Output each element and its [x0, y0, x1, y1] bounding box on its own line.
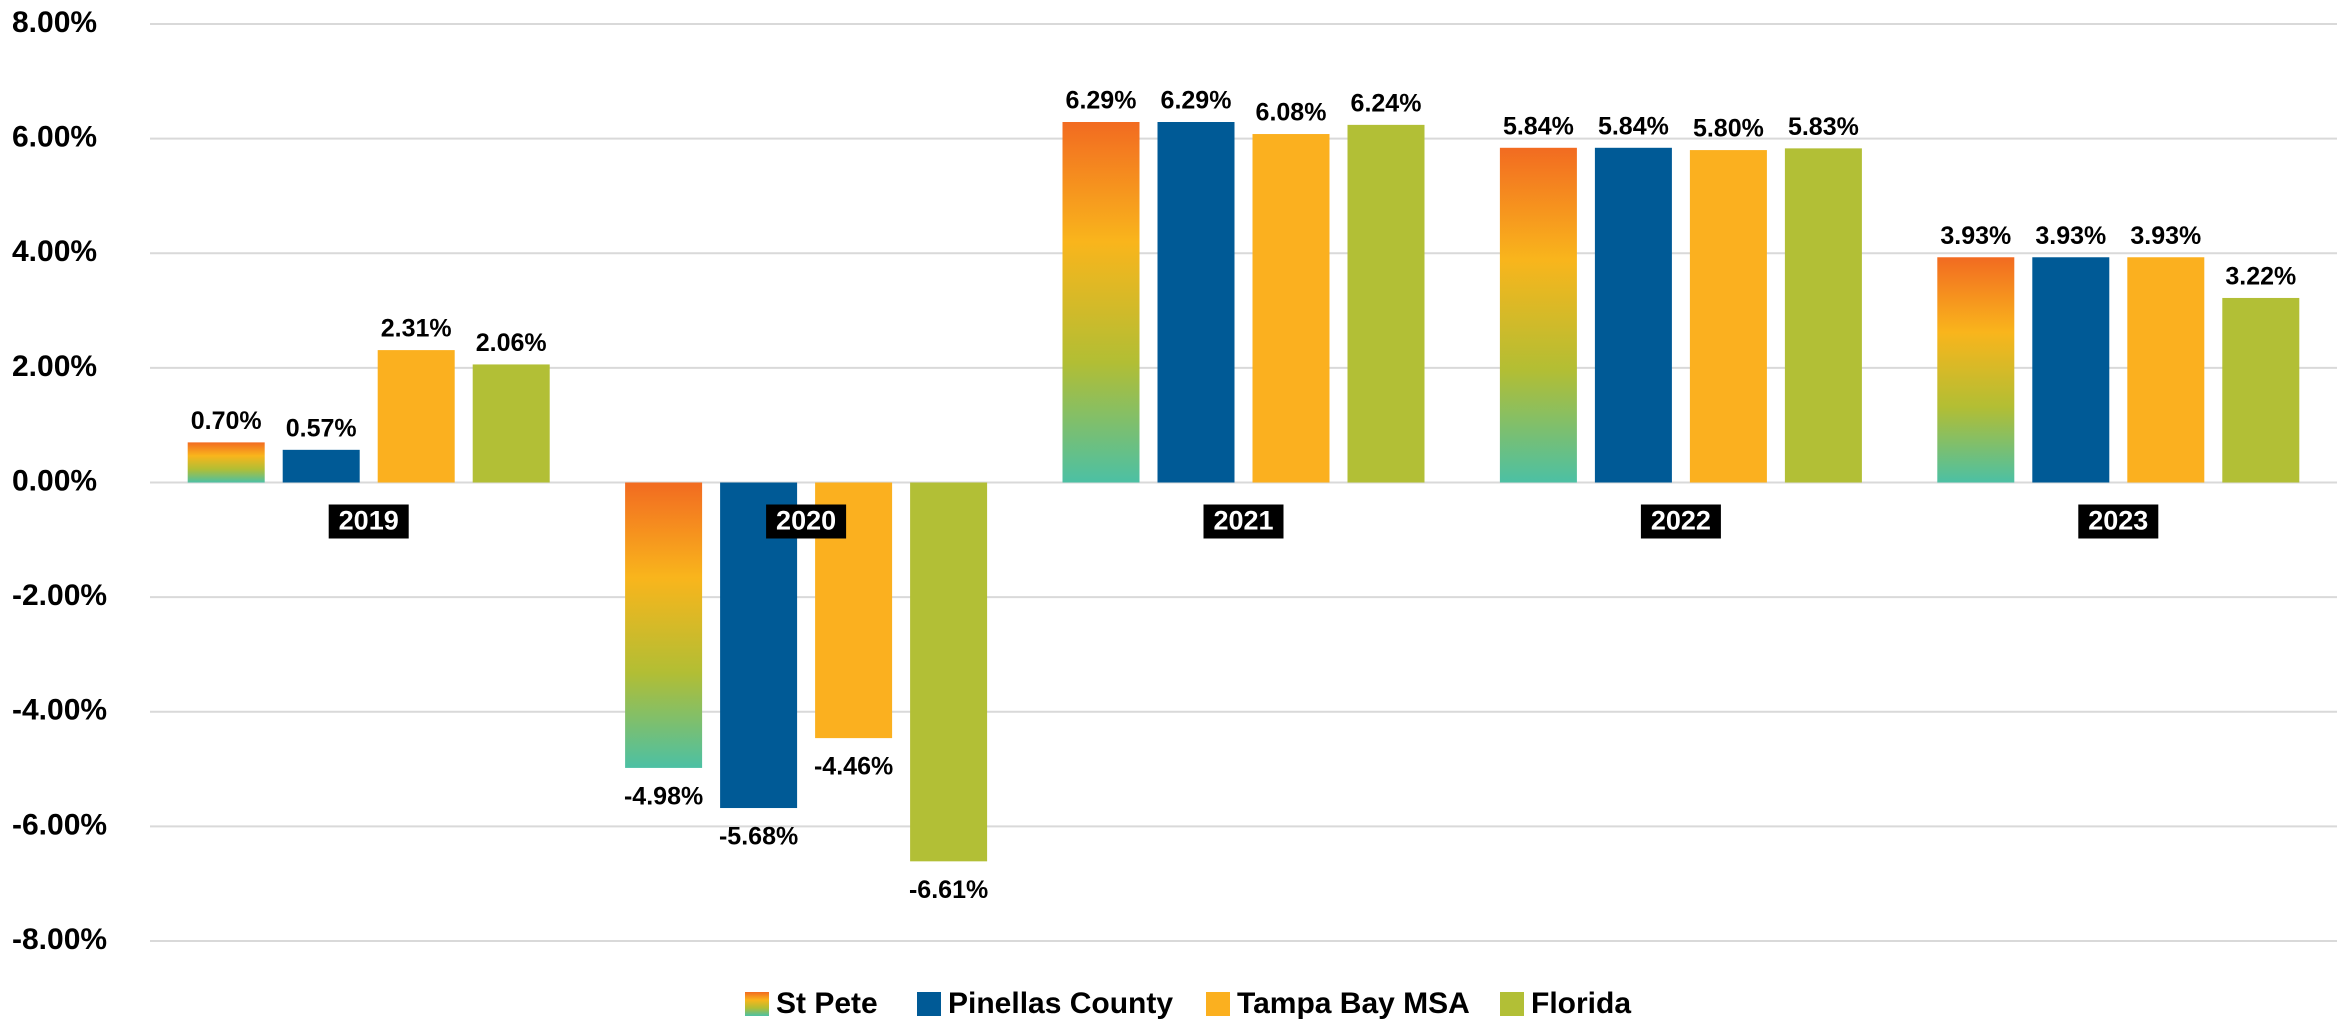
- bar: [910, 482, 988, 862]
- y-tick-label: 2.00%: [12, 350, 97, 383]
- bar: [2222, 297, 2300, 483]
- y-tick-label: 0.00%: [12, 464, 97, 497]
- y-tick-label: -8.00%: [12, 923, 107, 956]
- category-label-bg: [2078, 504, 2159, 539]
- legend-swatch: [745, 992, 769, 1016]
- x-tick-label: 2020: [776, 506, 836, 536]
- x-tick-label: 2021: [1213, 506, 1273, 536]
- value-label: 5.84%: [1598, 112, 1669, 140]
- value-label: -5.68%: [719, 823, 798, 851]
- bar: [2127, 257, 2205, 483]
- bar: [2032, 257, 2110, 483]
- value-label: 0.70%: [191, 407, 262, 435]
- bar: [1252, 134, 1330, 483]
- bar: [1784, 148, 1862, 483]
- bar: [1594, 147, 1672, 483]
- value-label: 3.93%: [2035, 222, 2106, 250]
- value-label: 0.57%: [286, 414, 357, 442]
- value-label: 2.06%: [476, 329, 547, 357]
- y-tick-label: -4.00%: [12, 694, 107, 727]
- y-tick-label: -2.00%: [12, 579, 107, 612]
- value-label: 3.93%: [2130, 222, 2201, 250]
- value-label: 5.80%: [1693, 115, 1764, 143]
- legend-label: Tampa Bay MSA: [1237, 987, 1470, 1020]
- bar: [1062, 122, 1140, 483]
- bar: [1157, 122, 1235, 483]
- value-label: 6.29%: [1066, 87, 1137, 115]
- category-label-bg: [328, 504, 409, 539]
- value-label: 6.29%: [1161, 87, 1232, 115]
- value-label: -4.46%: [814, 753, 893, 781]
- bar: [187, 442, 265, 483]
- bar: [472, 364, 550, 483]
- value-label: -6.61%: [909, 876, 988, 904]
- bar: [282, 449, 360, 483]
- value-label: 3.22%: [2225, 263, 2296, 291]
- value-label: 2.31%: [381, 315, 452, 343]
- value-label: 5.83%: [1788, 113, 1859, 141]
- legend-label: Pinellas County: [948, 987, 1173, 1020]
- value-label: -4.98%: [624, 783, 703, 811]
- legend-label: St Pete: [776, 987, 878, 1020]
- bar: [377, 350, 455, 483]
- y-tick-label: -6.00%: [12, 808, 107, 841]
- x-tick-label: 2023: [2088, 506, 2148, 536]
- bar: [625, 482, 703, 768]
- y-tick-label: 8.00%: [12, 6, 97, 39]
- value-label: 5.84%: [1503, 112, 1574, 140]
- x-tick-label: 2019: [339, 506, 399, 536]
- bar: [1689, 150, 1767, 483]
- bar: [1499, 147, 1577, 483]
- x-tick-label: 2022: [1651, 506, 1711, 536]
- legend-swatch: [917, 992, 941, 1016]
- bar: [1937, 257, 2015, 483]
- value-label: 3.93%: [1940, 222, 2011, 250]
- legend-swatch: [1206, 992, 1230, 1016]
- category-label-bg: [1203, 504, 1284, 539]
- bar: [1347, 124, 1425, 483]
- category-label-bg: [766, 504, 847, 539]
- value-label: 6.08%: [1256, 99, 1327, 127]
- value-label: 6.24%: [1351, 89, 1422, 117]
- legend-label: Florida: [1531, 987, 1631, 1020]
- y-tick-label: 4.00%: [12, 235, 97, 268]
- legend-swatch: [1500, 992, 1524, 1016]
- category-label-bg: [1640, 504, 1721, 539]
- y-tick-label: 6.00%: [12, 121, 97, 154]
